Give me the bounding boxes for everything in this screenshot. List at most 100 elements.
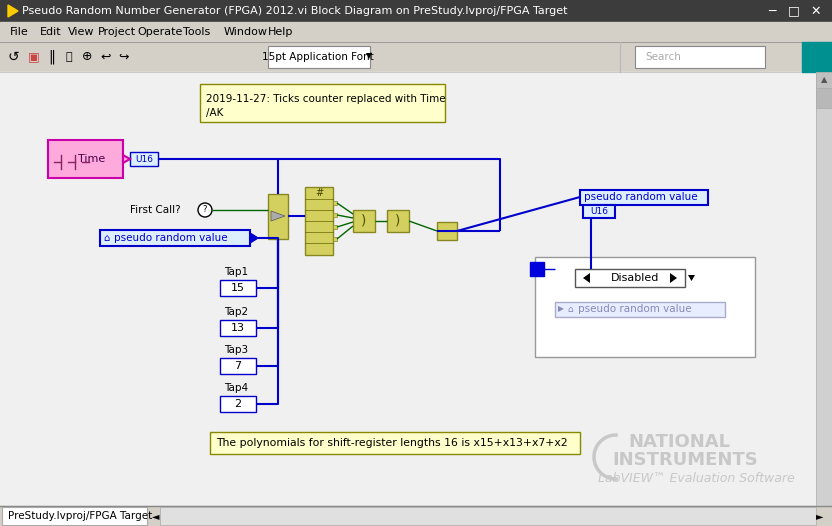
Text: ▣: ▣ [28, 50, 40, 64]
Text: □: □ [788, 5, 800, 17]
Polygon shape [250, 233, 258, 243]
Text: 15: 15 [231, 283, 245, 293]
Text: ): ) [361, 214, 367, 228]
Text: Tap4: Tap4 [224, 383, 248, 393]
Bar [2, 507, 147, 525]
Text: Time: Time [78, 154, 106, 164]
Bar [0, 72, 816, 506]
Polygon shape [366, 53, 372, 59]
Text: ◄: ◄ [152, 511, 160, 521]
Bar [816, 72, 832, 88]
Text: ): ) [395, 214, 401, 228]
Polygon shape [123, 155, 130, 163]
Text: 15pt Application Font: 15pt Application Font [262, 52, 374, 62]
Bar [635, 46, 765, 68]
Bar [220, 320, 256, 336]
Text: ↪: ↪ [118, 50, 128, 64]
Text: ?: ? [203, 206, 207, 215]
Text: 2019-11-27: Ticks counter replaced with Time: 2019-11-27: Ticks counter replaced with … [206, 94, 446, 104]
Text: Operate: Operate [137, 27, 182, 37]
Bar [530, 262, 544, 276]
Text: ⌂: ⌂ [103, 233, 109, 243]
Bar [333, 237, 337, 241]
Bar [305, 187, 333, 255]
Text: Tools: Tools [183, 27, 210, 37]
Bar [583, 205, 615, 218]
Text: ⊕: ⊕ [82, 50, 92, 64]
Bar [333, 213, 337, 217]
Bar [160, 507, 816, 525]
Text: NATIONAL: NATIONAL [628, 433, 730, 451]
Bar [555, 302, 725, 317]
Bar [816, 88, 832, 108]
Bar [220, 358, 256, 374]
Bar [268, 194, 288, 239]
Text: Window: Window [224, 27, 268, 37]
Text: ‖: ‖ [48, 50, 55, 64]
Text: Project: Project [98, 27, 136, 37]
Text: Help: Help [268, 27, 294, 37]
Bar [333, 225, 337, 229]
Text: U16: U16 [135, 155, 153, 164]
Polygon shape [583, 273, 590, 283]
Bar [353, 210, 375, 232]
Text: View: View [68, 27, 95, 37]
Bar [268, 46, 370, 68]
Text: pseudo random value: pseudo random value [114, 233, 228, 243]
Text: ✕: ✕ [810, 5, 821, 17]
Bar [333, 201, 337, 205]
Bar [220, 396, 256, 412]
Text: 13: 13 [231, 323, 245, 333]
Bar [220, 280, 256, 296]
Text: First Call?: First Call? [130, 205, 181, 215]
Bar [816, 72, 832, 506]
Bar [802, 42, 832, 72]
Bar [200, 84, 445, 122]
Text: U16: U16 [590, 207, 608, 216]
Text: #: # [315, 188, 323, 198]
Text: pseudo random value: pseudo random value [584, 193, 697, 203]
Text: 7: 7 [235, 361, 241, 371]
Bar [580, 190, 708, 205]
Text: ↩: ↩ [100, 50, 111, 64]
Text: ▶: ▶ [558, 305, 564, 313]
Text: pseudo random value: pseudo random value [578, 304, 691, 314]
Text: Search: Search [645, 52, 681, 62]
Text: /AK: /AK [206, 108, 223, 118]
Bar [535, 257, 755, 357]
Text: ▲: ▲ [820, 76, 827, 85]
Text: Tap3: Tap3 [224, 345, 248, 355]
Text: The polynomials for shift-register lengths 16 is x15+x13+x7+x2: The polynomials for shift-register lengt… [216, 438, 567, 448]
Bar [0, 0, 832, 22]
Text: 2: 2 [235, 399, 241, 409]
Text: PreStudy.lvproj/FPGA Target: PreStudy.lvproj/FPGA Target [8, 511, 152, 521]
Text: Tap2: Tap2 [224, 307, 248, 317]
Bar [210, 432, 580, 454]
Bar [437, 222, 457, 240]
Bar [130, 152, 158, 166]
Text: Edit: Edit [40, 27, 62, 37]
Text: ►: ► [816, 511, 824, 521]
Bar [0, 42, 832, 72]
Circle shape [198, 203, 212, 217]
Text: ─: ─ [768, 5, 775, 17]
Text: 💡: 💡 [65, 52, 72, 62]
Bar [387, 210, 409, 232]
Bar [0, 22, 832, 42]
Bar [0, 506, 832, 526]
Text: INSTRUMENTS: INSTRUMENTS [612, 451, 758, 469]
Text: Pseudo Random Number Generator (FPGA) 2012.vi Block Diagram on PreStudy.lvproj/F: Pseudo Random Number Generator (FPGA) 20… [22, 6, 567, 16]
Text: ⌂: ⌂ [567, 305, 572, 313]
Polygon shape [670, 273, 677, 283]
Text: Tap1: Tap1 [224, 267, 248, 277]
Bar [100, 230, 250, 246]
Polygon shape [8, 5, 18, 17]
Polygon shape [271, 211, 285, 221]
Bar [575, 269, 685, 287]
Polygon shape [688, 275, 695, 281]
Text: LabVIEW™ Evaluation Software: LabVIEW™ Evaluation Software [598, 471, 795, 484]
Text: File: File [10, 27, 29, 37]
Bar [48, 140, 123, 178]
Text: Disabled: Disabled [611, 273, 659, 283]
Text: ↺: ↺ [8, 50, 20, 64]
